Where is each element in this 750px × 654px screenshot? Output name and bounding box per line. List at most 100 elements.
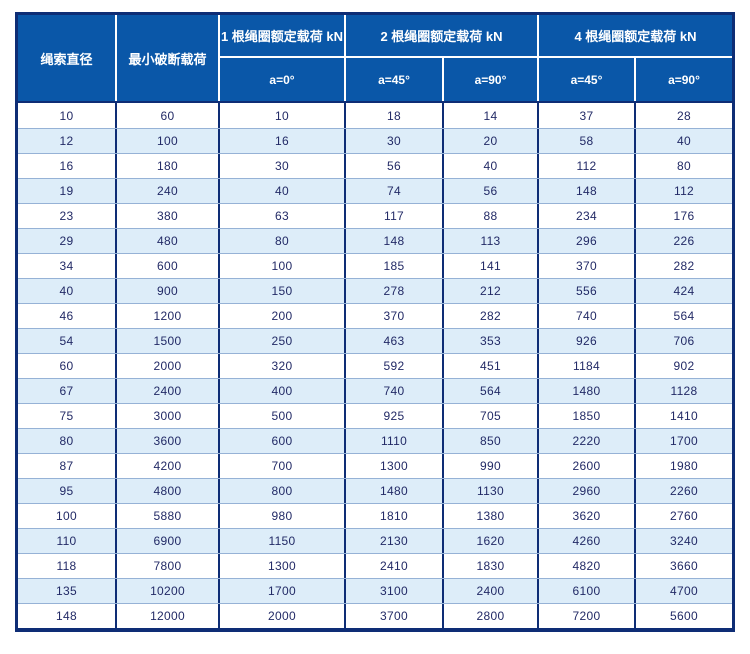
table-cell: 2130 [346, 529, 444, 553]
table-cell: 16 [220, 129, 346, 153]
table-row: 75 3000 500 925 705 1850 1410 [18, 403, 732, 428]
table-row: 100 5880 980 1810 1380 3620 2760 [18, 503, 732, 528]
table-cell: 88 [444, 204, 539, 228]
table-cell: 2220 [539, 429, 636, 453]
table-cell: 480 [117, 229, 220, 253]
table-cell: 400 [220, 379, 346, 403]
table-row: 46 1200 200 370 282 740 564 [18, 303, 732, 328]
subheader-4loop-a90: a=90° [636, 58, 732, 101]
table-cell: 980 [220, 504, 346, 528]
table-row: 12 100 16 30 20 58 40 [18, 128, 732, 153]
table-cell: 56 [346, 154, 444, 178]
table-cell: 113 [444, 229, 539, 253]
table-row: 19 240 40 74 56 148 112 [18, 178, 732, 203]
table-cell: 19 [18, 179, 117, 203]
table-cell: 353 [444, 329, 539, 353]
table-cell: 148 [18, 604, 117, 628]
table-cell: 3600 [117, 429, 220, 453]
subheader-2loop-a90: a=90° [444, 58, 539, 101]
table-cell: 87 [18, 454, 117, 478]
table-cell: 370 [539, 254, 636, 278]
table-cell: 5600 [670, 609, 698, 623]
table-cell: 2410 [346, 554, 444, 578]
table-cell: 380 [117, 204, 220, 228]
table-cell: 700 [220, 454, 346, 478]
table-cell: 80 [220, 229, 346, 253]
table-cell: 1480 [346, 479, 444, 503]
table-cell: 1410 [670, 409, 698, 423]
table-cell: 1850 [539, 404, 636, 428]
table-cell: 705 [444, 404, 539, 428]
table-cell: 424 [673, 284, 695, 298]
subheader-1loop-a0: a=0° [220, 58, 346, 101]
group-header-2-loop: 2 根绳圈额定载荷 kN [346, 15, 539, 58]
table-cell: 148 [539, 179, 636, 203]
table-cell: 20 [444, 129, 539, 153]
table-cell: 2000 [220, 604, 346, 628]
table-cell: 3240 [670, 534, 698, 548]
table-cell: 212 [444, 279, 539, 303]
table-cell: 56 [444, 179, 539, 203]
table-cell: 500 [220, 404, 346, 428]
table-cell: 2800 [444, 604, 539, 628]
table-cell: 6100 [539, 579, 636, 603]
table-cell: 54 [18, 329, 117, 353]
table-cell: 800 [220, 479, 346, 503]
table-row: 16 180 30 56 40 112 80 [18, 153, 732, 178]
table-cell: 990 [444, 454, 539, 478]
table-cell: 234 [539, 204, 636, 228]
table-cell: 282 [444, 304, 539, 328]
table-row: 34 600 100 185 141 370 282 [18, 253, 732, 278]
table-cell: 740 [539, 304, 636, 328]
table-row: 67 2400 400 740 564 1480 1128 [18, 378, 732, 403]
table-cell: 63 [220, 204, 346, 228]
table-cell: 112 [673, 184, 695, 198]
table-cell: 16 [18, 154, 117, 178]
table-cell: 1300 [346, 454, 444, 478]
table-cell: 2000 [117, 354, 220, 378]
table-cell: 40 [18, 279, 117, 303]
table-cell: 320 [220, 354, 346, 378]
table-row: 23 380 63 117 88 234 176 [18, 203, 732, 228]
rated-load-table: 绳索直径 最小破断载荷 1 根绳圈额定载荷 kN 2 根绳圈额定载荷 kN 4 … [15, 12, 735, 632]
table-cell: 100 [117, 129, 220, 153]
table-cell: 1380 [444, 504, 539, 528]
table-cell: 1980 [670, 459, 698, 473]
table-cell: 706 [673, 334, 695, 348]
subheader-4loop-a45: a=45° [539, 58, 636, 101]
table-cell: 278 [346, 279, 444, 303]
table-cell: 463 [346, 329, 444, 353]
table-cell: 110 [18, 529, 117, 553]
table-cell: 150 [220, 279, 346, 303]
table-header: 绳索直径 最小破断载荷 1 根绳圈额定载荷 kN 2 根绳圈额定载荷 kN 4 … [18, 15, 732, 101]
table-cell: 100 [220, 254, 346, 278]
table-cell: 902 [673, 359, 695, 373]
table-cell: 282 [673, 259, 695, 273]
table-cell: 185 [346, 254, 444, 278]
table-cell: 117 [346, 204, 444, 228]
table-cell: 176 [673, 209, 695, 223]
table-cell: 3700 [346, 604, 444, 628]
table-row: 87 4200 700 1300 990 2600 1980 [18, 453, 732, 478]
table-cell: 1830 [444, 554, 539, 578]
table-cell: 148 [346, 229, 444, 253]
table-cell: 1480 [539, 379, 636, 403]
table-row: 95 4800 800 1480 1130 2960 2260 [18, 478, 732, 503]
table-cell: 370 [346, 304, 444, 328]
table-cell: 46 [18, 304, 117, 328]
table-cell: 3620 [539, 504, 636, 528]
table-row: 40 900 150 278 212 556 424 [18, 278, 732, 303]
table-cell: 10 [18, 103, 117, 128]
table-cell: 564 [444, 379, 539, 403]
table-body: 10 60 10 18 14 37 28 12 100 16 30 20 58 40 16 180 30 56 40… [18, 101, 732, 628]
table-cell: 1810 [346, 504, 444, 528]
table-cell: 2960 [539, 479, 636, 503]
table-row: 60 2000 320 592 451 1184 902 [18, 353, 732, 378]
table-row: 10 60 10 18 14 37 28 [18, 103, 732, 128]
table-row: 118 7800 1300 2410 1830 4820 3660 [18, 553, 732, 578]
table-row: 110 6900 1150 2130 1620 4260 3240 [18, 528, 732, 553]
table-cell: 1620 [444, 529, 539, 553]
table-cell: 925 [346, 404, 444, 428]
table-cell: 135 [18, 579, 117, 603]
table-cell: 75 [18, 404, 117, 428]
